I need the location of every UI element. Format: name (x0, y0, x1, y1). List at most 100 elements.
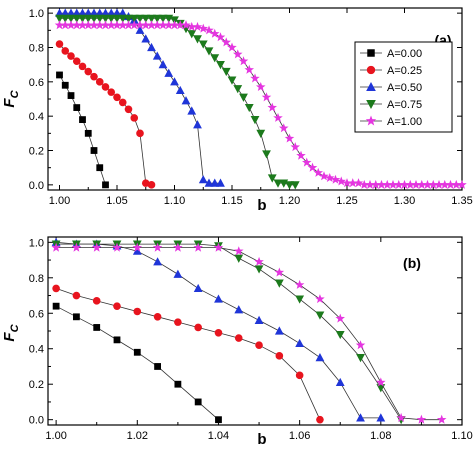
data-point (445, 179, 456, 189)
data-point (250, 116, 260, 125)
x-tick-label: 1.00 (45, 430, 66, 442)
x-tick-label: 1.15 (221, 195, 242, 207)
data-point (295, 338, 305, 348)
data-point (234, 254, 244, 263)
y-tick-label: 1.0 (29, 8, 44, 20)
data-point (254, 265, 264, 274)
data-point (158, 60, 168, 69)
data-point (234, 334, 243, 342)
data-point (112, 14, 122, 23)
data-point (234, 305, 244, 314)
data-point (106, 14, 116, 23)
data-point (173, 269, 183, 278)
data-point (83, 8, 93, 17)
data-point (193, 35, 202, 44)
data-point (193, 283, 203, 293)
data-point (353, 178, 364, 188)
data-point (330, 174, 341, 184)
data-point (83, 14, 93, 23)
data-point (129, 20, 140, 30)
data-point (55, 40, 64, 48)
data-point (100, 20, 111, 30)
data-point (198, 40, 208, 49)
data-point (335, 377, 345, 387)
data-point (153, 257, 162, 266)
x-tick-label: 1.00 (49, 195, 70, 207)
data-point (71, 20, 82, 30)
data-point (147, 181, 156, 189)
data-point (123, 20, 134, 30)
data-point (313, 167, 324, 177)
data-point (244, 103, 254, 113)
data-point (285, 181, 294, 190)
data-point (399, 179, 410, 189)
data-point (267, 102, 278, 112)
data-point (152, 20, 163, 30)
series-A=0.50 (55, 8, 225, 187)
data-point (439, 179, 450, 189)
legend-label: A=0.00 (387, 48, 422, 60)
data-point (255, 341, 263, 349)
data-point (301, 157, 312, 167)
plot-frame (47, 236, 463, 426)
legend-label: A=0.75 (387, 99, 422, 111)
series-A=1.00 (54, 20, 467, 189)
data-point (106, 8, 116, 17)
data-point (112, 20, 122, 30)
data-point (135, 25, 145, 34)
data-point (78, 62, 87, 71)
data-point (101, 14, 110, 23)
data-point (51, 242, 61, 252)
data-point (92, 297, 101, 305)
legend-label: A=0.50 (387, 82, 422, 94)
panel-b: 1.00 1.02 1.04 1.06 1.08 1.10 0.0 0.2 0.4 0.6 0.8 1… (1, 236, 473, 448)
y-tick-label: 0.2 (29, 146, 44, 158)
data-point (94, 20, 105, 30)
data-point (152, 242, 163, 252)
data-point (254, 315, 264, 324)
data-point (187, 30, 197, 39)
data-point (214, 328, 223, 337)
y-axis-title: FC (1, 89, 21, 107)
data-point (141, 34, 151, 43)
data-point (181, 20, 191, 30)
series-A=0.75 (55, 14, 300, 190)
series-A=0.25 (55, 40, 156, 189)
data-point (132, 242, 143, 252)
data-point (72, 8, 82, 17)
data-point (71, 242, 82, 252)
data-point (194, 398, 202, 406)
data-point (106, 20, 117, 30)
data-point (173, 242, 183, 252)
data-point (261, 92, 272, 102)
data-point (194, 323, 202, 332)
data-point (370, 179, 381, 189)
data-point (186, 21, 197, 31)
y-tick-label: 0.0 (29, 180, 44, 192)
data-point (55, 14, 64, 23)
series-line (55, 305, 219, 420)
x-tick-label: 1.06 (289, 430, 310, 442)
legend-marker (366, 65, 376, 75)
data-point (72, 57, 81, 66)
data-point (95, 78, 104, 86)
data-point (213, 242, 224, 252)
data-point (175, 85, 185, 95)
data-point (405, 179, 416, 189)
y-tick-label: 0.8 (29, 42, 44, 54)
x-tick-label: 1.30 (394, 195, 415, 207)
data-point (60, 14, 70, 23)
data-point (133, 348, 141, 356)
legend: A=0.00 A=0.25 A=0.50 A=0.75 A=1.00 (354, 41, 453, 133)
data-point (210, 54, 220, 63)
data-point (60, 8, 70, 17)
data-point (169, 20, 180, 30)
data-point (61, 81, 69, 89)
data-point (73, 104, 81, 111)
data-point (356, 413, 365, 422)
data-point (133, 307, 142, 316)
data-point (215, 32, 226, 42)
data-point (416, 414, 427, 424)
series-line (59, 43, 152, 186)
